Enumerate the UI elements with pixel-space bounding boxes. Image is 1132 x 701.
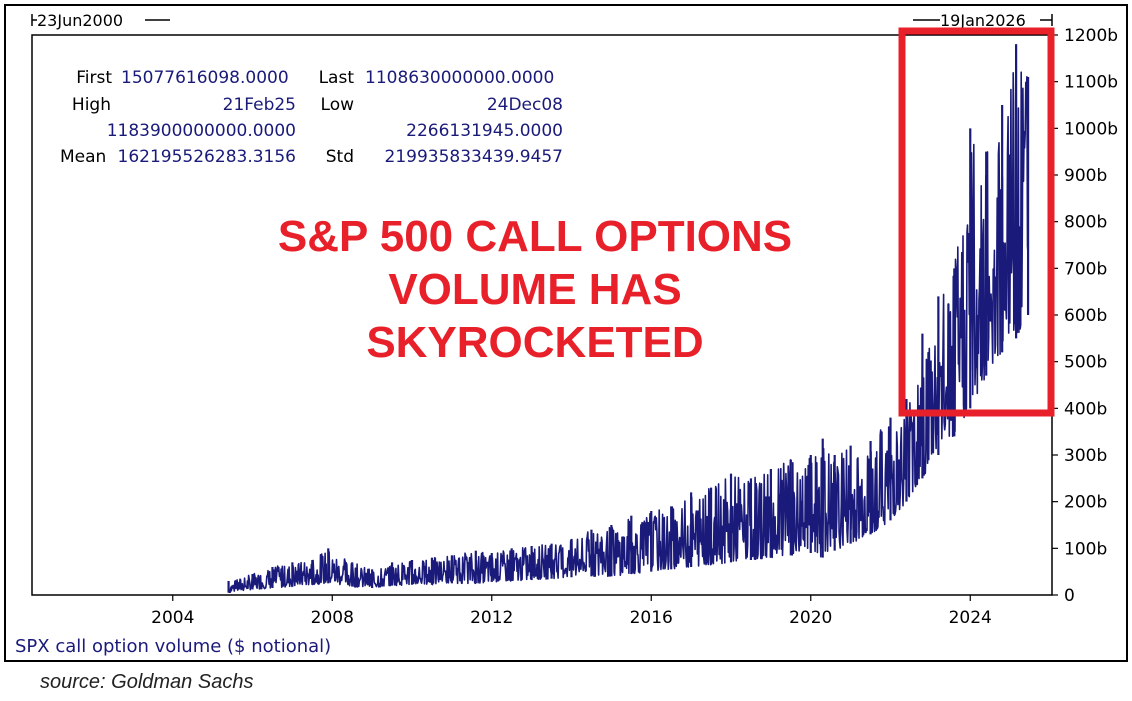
x-tick-label-3: 2016 bbox=[630, 608, 673, 628]
x-tick-label-4: 2020 bbox=[789, 608, 832, 628]
y-tick-label-4: 400b bbox=[1064, 399, 1107, 419]
x-tick-label-5: 2024 bbox=[949, 608, 992, 628]
y-tick-label-8: 800b bbox=[1064, 213, 1107, 233]
highlight-box bbox=[898, 27, 1055, 417]
headline: S&P 500 CALL OPTIONS VOLUME HAS SKYROCKE… bbox=[278, 212, 792, 367]
stat-mean-label: Mean bbox=[60, 147, 106, 167]
range-start: 23Jun2000 bbox=[31, 11, 170, 30]
chart-frame bbox=[4, 4, 1128, 662]
stat-high-value: 1183900000000.0000 bbox=[107, 121, 296, 141]
y-tick-label-5: 500b bbox=[1064, 353, 1107, 373]
stat-high-date: 21Feb25 bbox=[223, 95, 296, 115]
x-axis: 2004 2008 2012 2016 2020 2024 bbox=[151, 595, 992, 628]
headline-line-1: S&P 500 CALL OPTIONS bbox=[278, 212, 792, 261]
y-tick-label-1: 100b bbox=[1064, 539, 1107, 559]
stats-block: First 15077616098.0000 Last 110863000000… bbox=[60, 68, 563, 167]
y-tick-label-9: 900b bbox=[1064, 166, 1107, 186]
y-tick-label-3: 300b bbox=[1064, 446, 1107, 466]
source-note: source: Goldman Sachs bbox=[40, 671, 254, 693]
stat-low-label: Low bbox=[321, 95, 355, 115]
range-end: 19Jan2026 bbox=[913, 11, 1053, 30]
range-end-label: 19Jan2026 bbox=[940, 11, 1026, 30]
stat-std-label: Std bbox=[326, 147, 354, 167]
stat-low-date: 24Dec08 bbox=[487, 95, 563, 115]
series-line bbox=[227, 43, 1029, 593]
headline-line-2: VOLUME HAS bbox=[388, 265, 681, 314]
y-tick-label-7: 700b bbox=[1064, 259, 1107, 279]
stat-last-value: 1108630000000.0000 bbox=[365, 68, 554, 88]
y-tick-label-0: 0 bbox=[1064, 586, 1075, 606]
stat-std-value: 219935833439.9457 bbox=[385, 147, 563, 167]
y-tick-label-10: 1000b bbox=[1064, 119, 1118, 139]
stat-first-value: 15077616098.0000 bbox=[121, 68, 289, 88]
y-tick-label-2: 200b bbox=[1064, 493, 1107, 513]
range-start-label: 23Jun2000 bbox=[37, 11, 123, 30]
stat-last-label: Last bbox=[319, 68, 355, 88]
series-layer bbox=[227, 43, 1030, 593]
stat-mean-value: 162195526283.3156 bbox=[118, 147, 296, 167]
x-tick-label-2: 2012 bbox=[470, 608, 513, 628]
headline-line-3: SKYROCKETED bbox=[366, 318, 703, 367]
y-tick-label-11: 1100b bbox=[1064, 73, 1118, 93]
y-axis: 0 100b 200b 300b 400b 500b 600b 700b 800b 900b 100… bbox=[1052, 26, 1118, 606]
stat-low-value: 2266131945.0000 bbox=[406, 121, 563, 141]
y-tick-label-12: 1200b bbox=[1064, 26, 1118, 46]
legend-label: SPX call option volume ($ notional) bbox=[15, 636, 331, 657]
stat-first-label: First bbox=[76, 68, 112, 88]
stat-high-label: High bbox=[72, 95, 111, 115]
x-tick-label-0: 2004 bbox=[151, 608, 194, 628]
y-tick-label-6: 600b bbox=[1064, 306, 1107, 326]
x-tick-label-1: 2008 bbox=[311, 608, 354, 628]
